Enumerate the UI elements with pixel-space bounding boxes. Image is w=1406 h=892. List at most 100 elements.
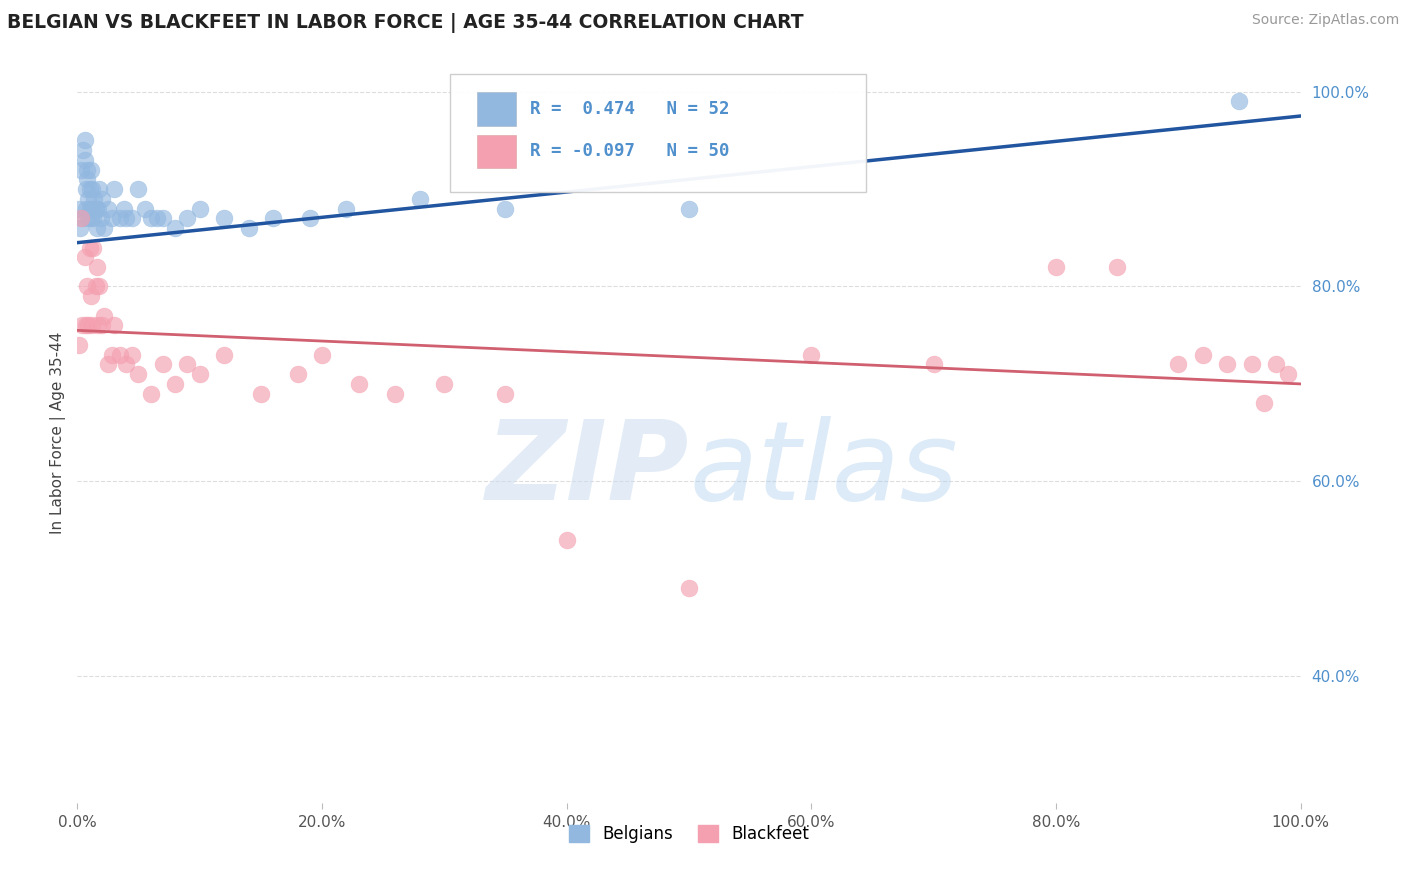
Point [112,202,135,216]
Point [75,202,97,216]
Point [108,348,131,362]
Point [165,221,187,235]
Text: BELGIAN VS BLACKFEET IN LABOR FORCE | AGE 35-44 CORRELATION CHART: BELGIAN VS BLACKFEET IN LABOR FORCE | AG… [7,13,804,33]
Point [93,221,115,235]
Point [1216,358,1239,372]
Point [555,533,578,547]
FancyBboxPatch shape [450,73,866,192]
Point [76,172,98,186]
Point [433,376,456,391]
Point [188,367,211,381]
Point [86,260,108,274]
Point [262,211,284,226]
Point [89,182,111,196]
Point [72,143,94,157]
Point [76,162,98,177]
Point [176,211,198,226]
Point [73,133,96,147]
Point [86,221,108,235]
Point [1240,358,1263,372]
Point [165,376,187,391]
Point [678,202,700,216]
Point [115,211,138,226]
Text: R =  0.474   N = 52: R = 0.474 N = 52 [530,100,730,118]
Point [1253,396,1275,410]
Point [384,386,406,401]
Point [84,202,107,216]
Point [69,221,91,235]
Point [678,582,700,596]
Point [89,279,111,293]
Point [139,386,162,401]
Point [188,202,211,216]
Point [76,279,98,293]
Point [108,211,131,226]
Point [495,202,517,216]
Point [212,211,235,226]
Point [176,358,198,372]
Point [1265,358,1288,372]
Point [335,202,357,216]
Point [1191,348,1213,362]
Point [1167,358,1189,372]
Point [238,221,260,235]
Point [70,211,93,226]
Point [90,318,112,333]
Point [80,162,103,177]
Point [800,348,823,362]
Point [1107,260,1129,274]
Point [77,192,100,206]
Point [115,358,138,372]
Point [73,153,96,167]
Point [84,279,107,293]
Point [127,182,149,196]
Point [1045,260,1067,274]
Point [80,182,103,196]
Point [79,240,101,255]
Point [212,348,235,362]
Point [79,202,101,216]
Point [152,211,174,226]
Point [1277,367,1299,381]
Point [121,211,143,226]
Text: Source: ZipAtlas.com: Source: ZipAtlas.com [1251,13,1399,28]
Point [79,182,101,196]
Point [409,192,432,206]
Point [90,211,112,226]
Point [97,202,120,216]
FancyBboxPatch shape [477,135,516,168]
Point [93,309,115,323]
Point [134,202,156,216]
Point [139,211,162,226]
Point [80,289,103,303]
Point [87,202,110,216]
Point [70,211,93,226]
Point [67,338,90,352]
Point [77,211,100,226]
Point [77,318,100,333]
Text: ZIP: ZIP [485,417,689,523]
Text: R = -0.097   N = 50: R = -0.097 N = 50 [530,143,730,161]
Point [67,202,90,216]
Y-axis label: In Labor Force | Age 35-44: In Labor Force | Age 35-44 [49,332,66,533]
FancyBboxPatch shape [477,93,516,126]
Point [121,348,143,362]
Point [70,162,93,177]
Point [90,192,112,206]
Point [146,211,169,226]
Point [347,376,370,391]
Point [311,348,333,362]
Point [127,367,149,381]
Point [83,192,105,206]
Point [80,202,103,216]
Point [287,367,309,381]
Point [70,318,93,333]
Point [103,318,125,333]
Text: atlas: atlas [689,417,957,523]
Point [298,211,321,226]
Point [75,182,97,196]
Point [80,211,103,226]
Point [73,250,96,264]
Point [103,182,125,196]
Point [87,318,110,333]
